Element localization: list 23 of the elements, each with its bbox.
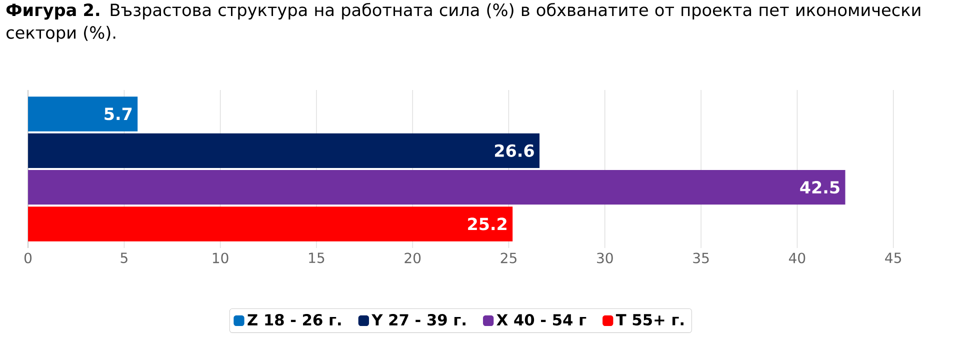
x-tick-label: 35: [693, 252, 709, 264]
x-tick-label: 45: [885, 252, 901, 264]
data-label: 5.7: [104, 108, 132, 120]
data-label: 26.6: [494, 144, 534, 157]
x-tick-label: 30: [597, 252, 613, 264]
x-tick-label: 25: [500, 252, 516, 264]
chart-title: Фигура 2. Възрастова структура на работната сила (%) в обхванатите от проекта пет икономически сектори (%).: [6, 2, 920, 42]
legend-label: Y 27 - 39 г.: [372, 314, 466, 326]
legend-label: T 55+ г.: [616, 314, 684, 326]
bar: [28, 96, 138, 132]
bar: [28, 206, 513, 242]
data-label: 25.2: [468, 218, 506, 230]
x-tick-label: 40: [788, 252, 806, 264]
x-tick-label: 5: [120, 252, 128, 264]
bar: [28, 133, 540, 168]
legend-label: X 40 - 54 г: [496, 314, 586, 326]
x-tick-label: 15: [309, 252, 324, 264]
legend-label: Z 18 - 26 г.: [248, 314, 341, 326]
data-label: 42.5: [800, 181, 840, 194]
x-tick-label: 0: [24, 252, 32, 264]
x-tick-label: 20: [404, 252, 421, 264]
bar: [28, 170, 846, 205]
x-tick-label: 10: [212, 252, 228, 264]
